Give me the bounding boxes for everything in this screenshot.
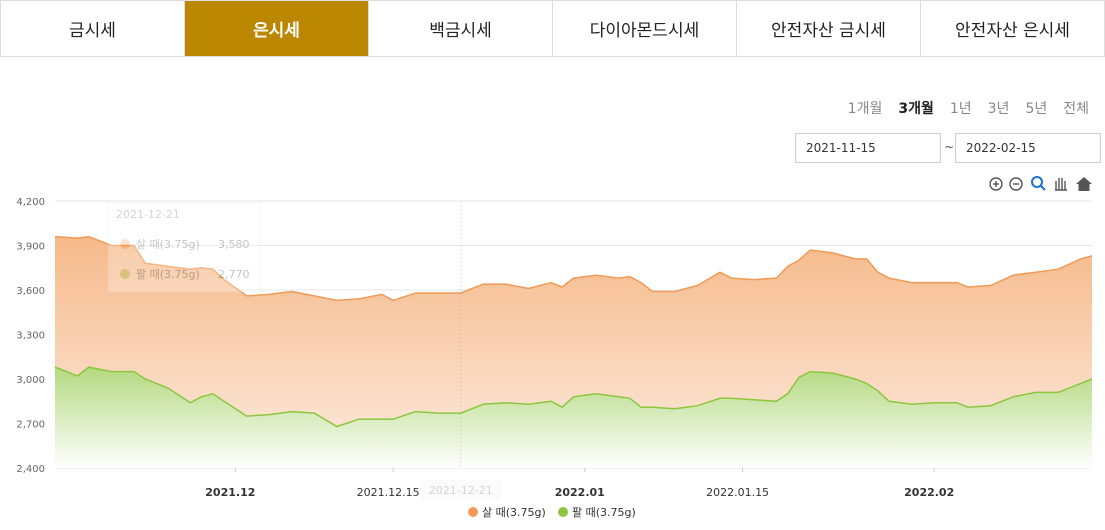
y-tick-label: 2,700 <box>16 420 45 431</box>
date-separator: ~ <box>944 140 955 154</box>
tooltip-marker <box>120 269 130 279</box>
tooltip-series: 팔 때(3.75g) <box>136 268 200 281</box>
y-tick-label: 3,000 <box>16 375 45 386</box>
y-tick-label: 4,200 <box>16 197 45 208</box>
zoom-out-button[interactable] <box>1009 177 1023 191</box>
x-tick-label: 2021.12.15 <box>357 486 420 499</box>
chart-toolbar <box>989 176 1092 191</box>
crosshair-label: 2021-12-21 <box>429 484 493 497</box>
period-button[interactable]: 전체 <box>1063 101 1089 117</box>
tab[interactable]: 백금시세 <box>368 1 552 56</box>
x-tick-label: 2022.01.15 <box>706 486 769 499</box>
tooltip-series: 살 때(3.75g) <box>136 238 200 251</box>
tab-bar: 금시세 은시세 백금시세 다이아몬드시세 안전자산 금시세 안전자산 은시세 <box>0 0 1105 57</box>
tooltip-value: 2,770 <box>218 268 250 281</box>
tab[interactable]: 안전자산 금시세 <box>736 1 920 56</box>
line <box>54 366 1093 428</box>
legend-label: 살 때(3.75g) <box>482 506 546 519</box>
reset-zoom-button[interactable] <box>1076 177 1092 191</box>
period-button[interactable]: 3개월 <box>898 101 934 117</box>
period-button[interactable]: 1년 <box>949 101 972 117</box>
tab[interactable]: 다이아몬드시세 <box>552 1 736 56</box>
x-tick-label: 2022.01 <box>555 486 605 499</box>
tooltip-date: 2021-12-21 <box>116 208 180 221</box>
period-button[interactable]: 5년 <box>1025 101 1048 117</box>
y-tick-label: 3,900 <box>16 242 45 253</box>
crosshair-label-box <box>420 480 501 500</box>
period-selector: 1개월 3개월 1년 3년 5년 전체 <box>848 98 1089 118</box>
pan-button[interactable] <box>1055 178 1067 191</box>
legend-marker <box>558 507 568 517</box>
y-tick-label: 2,400 <box>16 464 45 475</box>
x-tick-label: 2022.02 <box>904 486 954 499</box>
tab[interactable]: 은시세 <box>184 1 368 56</box>
legend-marker <box>468 507 478 517</box>
period-button[interactable]: 1개월 <box>847 101 883 117</box>
period-button[interactable]: 3년 <box>987 101 1010 117</box>
y-tick-label: 3,300 <box>16 331 45 342</box>
tooltip-marker <box>120 239 130 249</box>
legend-label: 팔 때(3.75g) <box>572 506 636 519</box>
tab[interactable]: 안전자산 은시세 <box>920 1 1104 56</box>
line <box>54 235 1093 302</box>
date-to-input[interactable]: 2022-02-15 <box>955 133 1101 163</box>
zoom-in-button[interactable] <box>989 177 1003 191</box>
y-tick-label: 3,600 <box>16 286 45 297</box>
area <box>55 367 1092 468</box>
tab[interactable]: 금시세 <box>69 21 116 41</box>
tooltip-box <box>107 202 261 293</box>
date-from-input[interactable]: 2021-11-15 <box>795 133 941 163</box>
zoom-select-button[interactable] <box>1031 176 1046 191</box>
x-tick-label: 2021.12 <box>205 486 255 499</box>
tooltip-value: 3,580 <box>218 238 250 251</box>
